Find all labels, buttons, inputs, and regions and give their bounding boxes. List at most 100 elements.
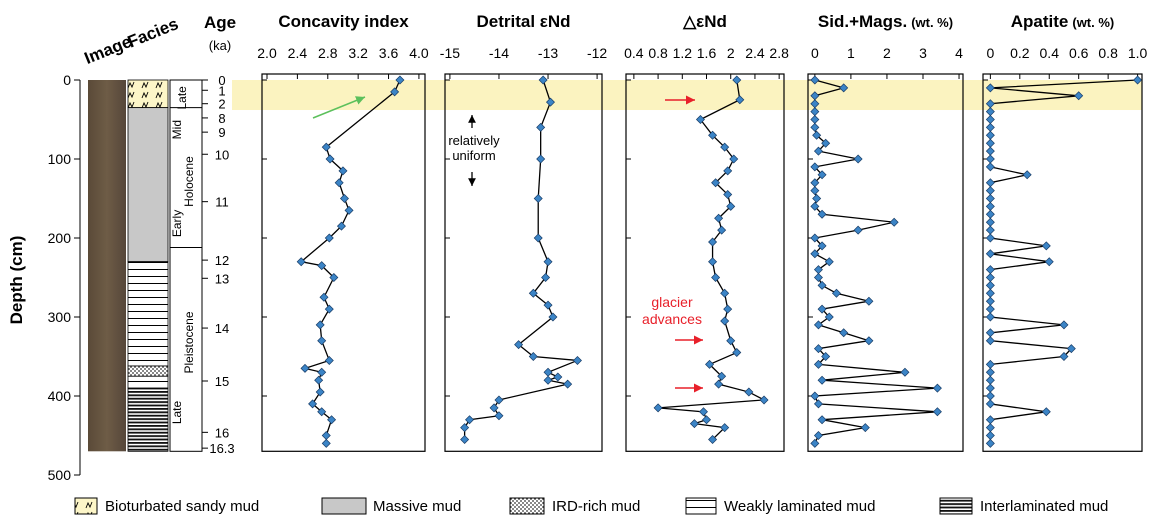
data-point (315, 320, 325, 330)
data-point (810, 186, 820, 196)
data-point (985, 273, 995, 282)
facies-unit (127, 261, 169, 367)
data-point (985, 225, 995, 235)
facies-unit (127, 387, 169, 452)
x-tick-label: 3.2 (348, 45, 368, 61)
panel-title-text: Concavity index (278, 12, 409, 31)
age-unit: (ka) (209, 38, 231, 53)
data-point (985, 186, 995, 196)
facies-unit (127, 79, 169, 109)
data-point (812, 194, 822, 203)
data-point (810, 438, 820, 448)
data-point (324, 233, 334, 243)
data-point (321, 142, 331, 152)
data-point (300, 363, 310, 373)
x-tick-label: 3 (919, 45, 927, 61)
data-point (528, 288, 538, 298)
data-point (985, 280, 995, 290)
x-tick-label: 2 (727, 45, 735, 61)
data-point (726, 201, 736, 211)
stage-label: Late (175, 86, 189, 110)
data-point (985, 415, 995, 425)
data-point (732, 75, 742, 85)
data-point (932, 383, 942, 393)
data-point (528, 352, 538, 361)
age-header: Age (204, 13, 236, 32)
panel-title-text: Sid.+Mags. (818, 12, 907, 31)
data-point (810, 391, 820, 401)
annotation: uniform (452, 148, 495, 163)
age-tick-label: 2 (218, 97, 225, 112)
panel-frame (444, 73, 603, 452)
age-tick-label: 15 (215, 374, 229, 389)
data-point (985, 431, 995, 440)
data-point (726, 336, 736, 346)
x-tick-label: 1.0 (1128, 45, 1148, 61)
data-point (1059, 352, 1069, 361)
facies-unit (127, 107, 169, 263)
data-point (732, 348, 742, 358)
stage-label: Early (170, 210, 184, 237)
data-point (985, 138, 995, 148)
age-tick-label: 14 (215, 321, 229, 336)
data-point (853, 154, 863, 164)
x-tick-label: -13 (538, 45, 558, 61)
data-point (985, 209, 995, 219)
data-point (735, 95, 745, 105)
data-point (810, 233, 820, 243)
data-point (541, 273, 551, 282)
legend: Bioturbated sandy mud Massive mud IRD-ri… (74, 497, 1108, 515)
data-point (711, 178, 721, 188)
age-tick-label: 9 (218, 125, 225, 140)
data-point (985, 399, 995, 409)
data-point (708, 434, 718, 444)
panel-title: Detrital εNd (476, 12, 570, 31)
data-point (985, 130, 995, 140)
data-point (813, 431, 823, 440)
data-point (543, 300, 553, 310)
annotation: advances (642, 311, 702, 327)
data-point (831, 288, 841, 298)
data-point (810, 75, 820, 85)
data-point (817, 241, 827, 251)
data-point (985, 438, 995, 448)
data-point (325, 154, 335, 164)
data-point (839, 328, 849, 338)
data-point (810, 162, 820, 172)
data-point (494, 411, 504, 421)
panel-title-text: Detrital εNd (476, 12, 570, 31)
data-point (720, 288, 730, 298)
data-point (860, 423, 870, 433)
data-point (985, 367, 995, 377)
data-point (810, 249, 820, 259)
data-point (1044, 257, 1054, 267)
data-point (460, 434, 470, 444)
data-point (1133, 75, 1143, 85)
y-tick-label: 500 (48, 467, 72, 483)
age-tick-label: 1 (218, 83, 225, 98)
data-point (723, 166, 733, 176)
data-point (314, 375, 324, 385)
x-tick-label: 4 (955, 45, 963, 61)
data-point (985, 265, 995, 275)
panel-title: Concavity index (278, 12, 409, 31)
x-tick-label: 2.0 (257, 45, 277, 61)
data-point (563, 379, 573, 389)
data-point (985, 296, 995, 306)
data-point (705, 359, 715, 369)
data-point (813, 344, 823, 354)
annotation: relatively (448, 133, 500, 148)
legend-swatch (509, 497, 545, 515)
x-tick-label: 1 (847, 45, 855, 61)
x-tick-label: 3.6 (379, 45, 399, 61)
data-point (813, 359, 823, 369)
x-tick-label: 0 (986, 45, 994, 61)
x-tick-label: 2 (883, 45, 891, 61)
data-point (985, 154, 995, 164)
data-point (296, 257, 306, 267)
data-point (985, 375, 995, 385)
data-point (985, 217, 995, 227)
panel-title-text: Apatite (1011, 12, 1069, 31)
data-point (494, 395, 504, 405)
data-point (810, 115, 820, 124)
